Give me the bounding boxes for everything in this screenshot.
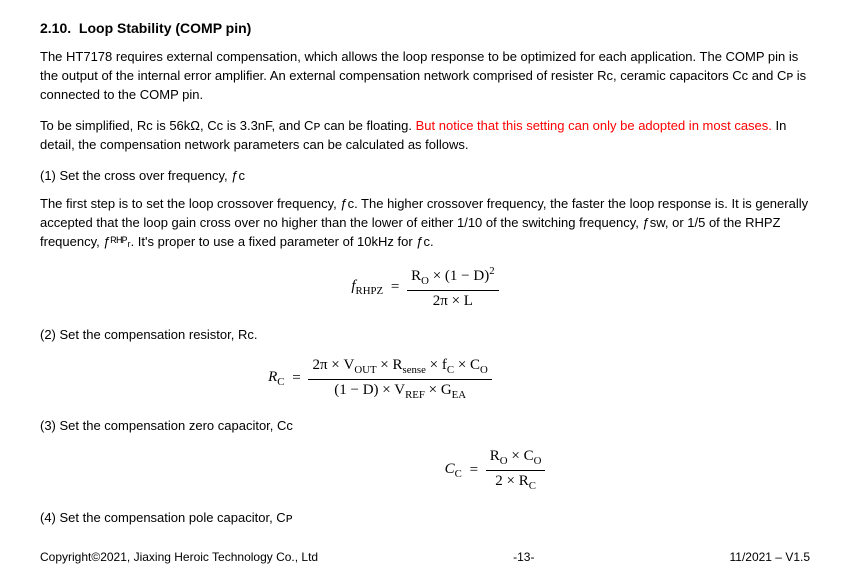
footer-copyright: Copyright©2021, Jiaxing Heroic Technolog… <box>40 550 318 564</box>
section-title: 2.10. Loop Stability (COMP pin) <box>40 18 810 38</box>
footer-version: 11/2021 – V1.5 <box>729 550 810 564</box>
step-1-body: The first step is to set the loop crosso… <box>40 195 810 252</box>
footer-page-number: -13- <box>513 550 534 564</box>
step-2-label: (2) Set the compensation resistor, Rᴄ. <box>40 326 810 345</box>
paragraph-1: The HT7178 requires external compensatio… <box>40 48 810 105</box>
formula-cc: CC = RO × CO 2 × RC <box>40 446 810 494</box>
step-1-label: (1) Set the cross over frequency, ƒc <box>40 167 810 186</box>
step-4-label: (4) Set the compensation pole capacitor,… <box>40 509 810 528</box>
section-heading: Loop Stability (COMP pin) <box>79 20 251 36</box>
formula-rc: RC = 2π × VOUT × Rsense × fC × CO (1 − D… <box>40 355 810 403</box>
paragraph-2a: To be simplified, Rᴄ is 56kΩ, Cᴄ is 3.3n… <box>40 118 416 133</box>
section-number: 2.10. <box>40 20 71 36</box>
page-footer: Copyright©2021, Jiaxing Heroic Technolog… <box>0 545 850 574</box>
paragraph-2: To be simplified, Rᴄ is 56kΩ, Cᴄ is 3.3n… <box>40 117 810 155</box>
step-3-label: (3) Set the compensation zero capacitor,… <box>40 417 810 436</box>
formula-rhpz: fRHPZ = RO × (1 − D)2 2π × L <box>40 264 810 312</box>
page-content: 2.10. Loop Stability (COMP pin) The HT71… <box>0 0 850 545</box>
paragraph-2-red: But notice that this setting can only be… <box>416 118 772 133</box>
